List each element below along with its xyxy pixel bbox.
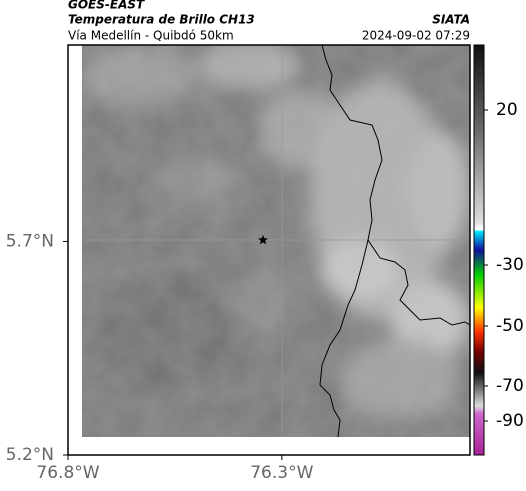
boundary [319,239,369,437]
source: GOES-EAST [68,0,145,12]
y-tick-label: 5.2°N [6,445,54,465]
route: Vía Medellín - Quibdó 50km [68,29,234,43]
map-frame [67,44,471,456]
agency: SIATA [432,13,470,27]
colorbar [473,44,485,456]
y-tick-label: 5.7°N [6,231,54,251]
product: Temperatura de Brillo CH13 [68,13,255,27]
colorbar-tick-label: -50 [496,316,524,336]
colorbar-tick-label: 20 [496,100,518,120]
colorbar-tick-label: -90 [496,411,524,431]
timestamp: 2024-09-02 07:29 [362,29,470,43]
x-tick-label: 76.3°W [250,463,313,483]
boundary [321,45,470,326]
colorbar-tick-label: -30 [496,255,524,275]
satellite-image [82,45,470,437]
location-marker [258,235,268,245]
colorbar-tick-label: -70 [496,376,524,396]
x-tick-label: 76.8°W [36,463,99,483]
